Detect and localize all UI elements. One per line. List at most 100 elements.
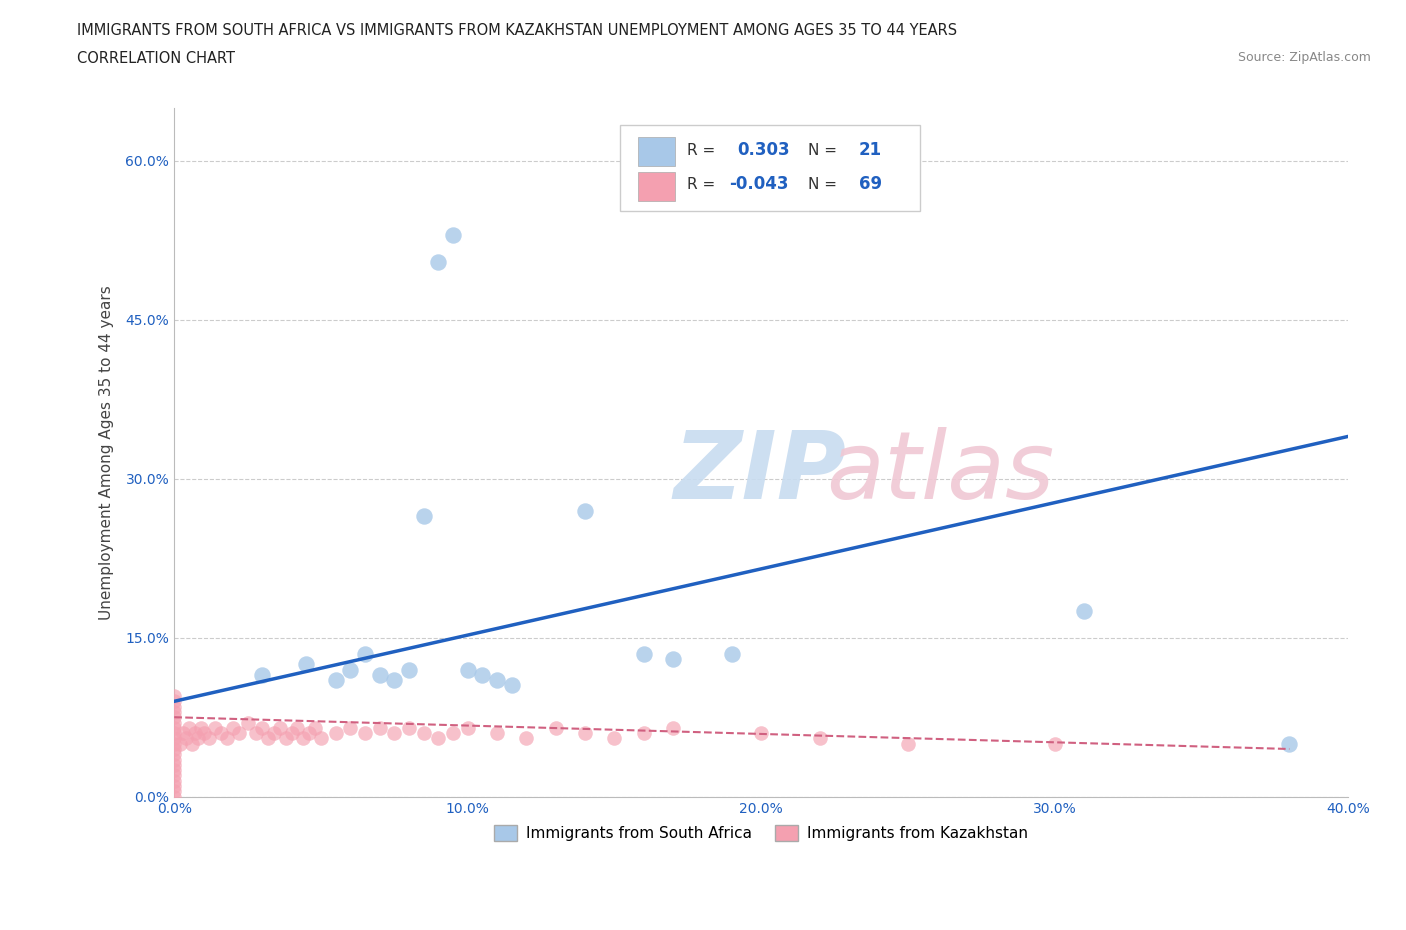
Point (662, 721, 685, 736)
Text: atlas: atlas (825, 428, 1054, 519)
Legend: Immigrants from South Africa, Immigrants from Kazakhstan: Immigrants from South Africa, Immigrants… (488, 819, 1035, 847)
Point (441, 725, 464, 740)
Point (897, 737, 920, 751)
Point (163, 763, 186, 777)
Point (441, 228, 464, 243)
Point (163, 741, 186, 756)
Point (398, 721, 420, 736)
Point (163, 757, 186, 772)
Point (163, 768, 186, 783)
Point (720, 646, 742, 661)
Point (252, 721, 274, 736)
Point (204, 721, 226, 736)
Point (163, 699, 186, 714)
Point (169, 737, 191, 751)
Point (471, 668, 494, 683)
Point (228, 725, 250, 740)
Point (339, 662, 361, 677)
Point (287, 721, 309, 736)
Point (193, 725, 215, 740)
Point (198, 731, 221, 746)
Text: CORRELATION CHART: CORRELATION CHART (77, 51, 235, 66)
Text: ZIP: ZIP (673, 427, 846, 519)
Point (574, 503, 596, 518)
Point (339, 721, 361, 736)
Point (163, 752, 186, 767)
Point (382, 672, 405, 687)
FancyBboxPatch shape (638, 172, 675, 201)
Point (382, 725, 405, 740)
Point (184, 725, 207, 740)
Point (808, 731, 831, 746)
Point (501, 678, 523, 693)
Point (1043, 737, 1066, 751)
Point (633, 725, 655, 740)
Point (515, 731, 537, 746)
Point (180, 737, 202, 751)
Point (1073, 604, 1095, 618)
Text: -0.043: -0.043 (730, 175, 789, 193)
Point (252, 668, 274, 683)
Text: R =: R = (688, 177, 716, 192)
Point (457, 662, 479, 677)
Point (574, 725, 596, 740)
FancyBboxPatch shape (638, 137, 675, 166)
Point (236, 715, 259, 730)
Point (209, 725, 232, 740)
Text: 21: 21 (859, 141, 882, 159)
Point (412, 509, 434, 524)
Point (163, 784, 186, 799)
Point (163, 737, 186, 751)
Point (485, 672, 508, 687)
Point (295, 657, 318, 671)
Point (163, 710, 186, 724)
Point (603, 731, 626, 746)
Text: N =: N = (808, 142, 837, 157)
Point (174, 731, 197, 746)
Point (1278, 737, 1301, 751)
Point (457, 721, 479, 736)
Point (163, 688, 186, 703)
Text: IMMIGRANTS FROM SOUTH AFRICA VS IMMIGRANTS FROM KAZAKHSTAN UNEMPLOYMENT AMONG AG: IMMIGRANTS FROM SOUTH AFRICA VS IMMIGRAN… (77, 23, 957, 38)
Point (412, 725, 434, 740)
Point (190, 721, 212, 736)
Point (427, 731, 450, 746)
Point (309, 731, 332, 746)
Point (485, 725, 508, 740)
Point (298, 725, 321, 740)
Point (292, 731, 315, 746)
Point (633, 646, 655, 661)
Text: R =: R = (688, 142, 716, 157)
Point (245, 725, 267, 740)
Point (163, 747, 186, 762)
Point (354, 725, 377, 740)
Point (354, 646, 377, 661)
Point (163, 704, 186, 719)
Point (163, 694, 186, 709)
Point (368, 668, 391, 683)
Text: Source: ZipAtlas.com: Source: ZipAtlas.com (1237, 51, 1371, 64)
Point (662, 652, 685, 667)
Point (274, 731, 297, 746)
Text: 69: 69 (859, 175, 882, 193)
Point (163, 725, 186, 740)
Point (215, 731, 238, 746)
Point (172, 725, 194, 740)
Point (304, 721, 326, 736)
Point (187, 731, 209, 746)
Point (163, 731, 186, 746)
Text: N =: N = (808, 177, 837, 192)
Point (222, 721, 245, 736)
Point (544, 721, 567, 736)
Point (163, 721, 186, 736)
Text: 0.303: 0.303 (738, 141, 790, 159)
Point (257, 731, 280, 746)
Point (427, 254, 450, 269)
Y-axis label: Unemployment Among Ages 35 to 44 years: Unemployment Among Ages 35 to 44 years (100, 285, 114, 619)
Point (163, 715, 186, 730)
Point (325, 725, 347, 740)
Point (398, 662, 420, 677)
Point (749, 725, 772, 740)
Point (163, 774, 186, 789)
Point (325, 672, 347, 687)
